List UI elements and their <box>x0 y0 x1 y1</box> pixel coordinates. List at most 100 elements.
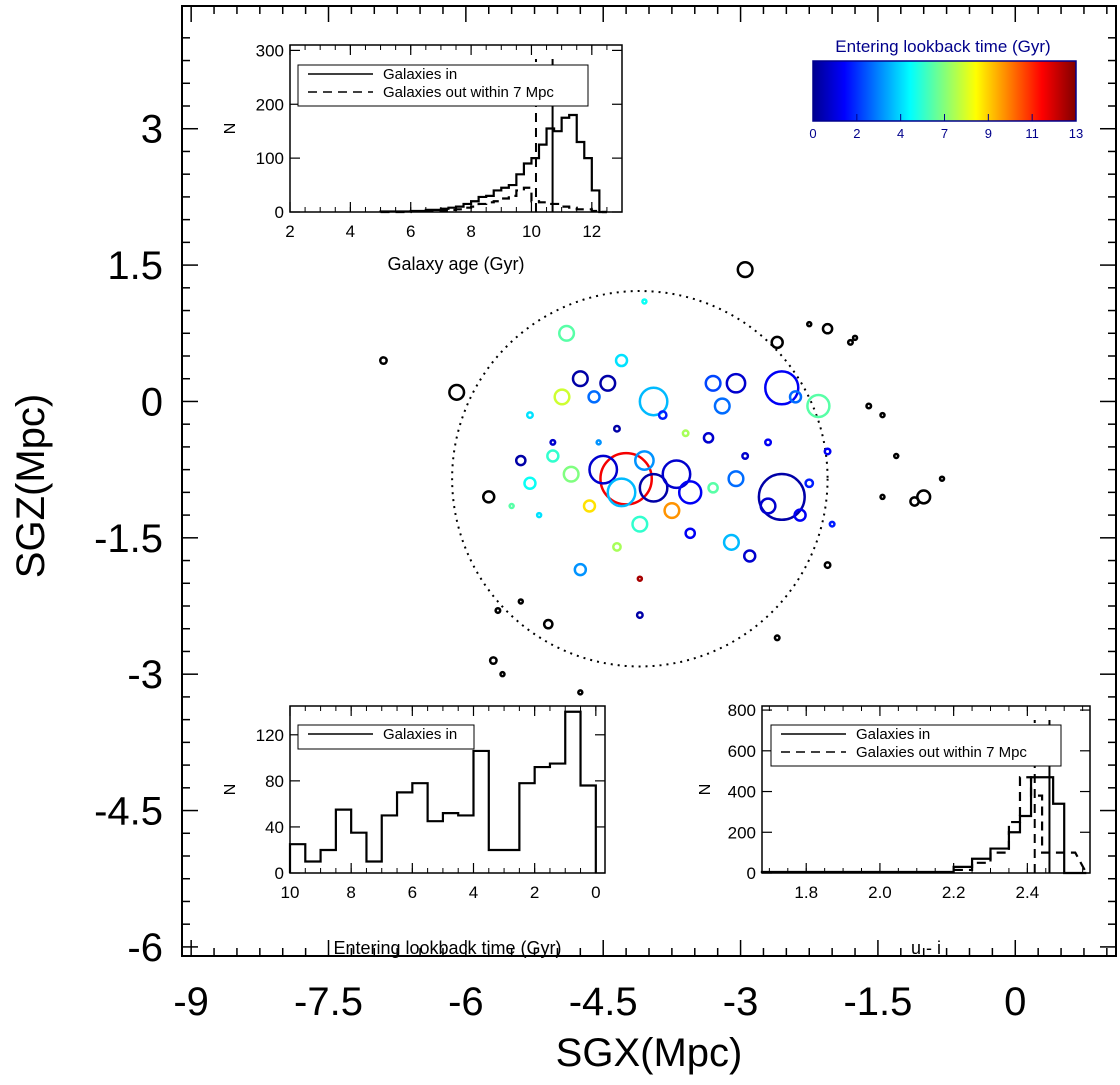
inset-x-tick-label: 2.4 <box>1016 883 1040 902</box>
inset-x-tick-label: 2 <box>530 883 539 902</box>
galaxy-marker <box>851 334 859 342</box>
colorbar: Entering lookback time (Gyr) 0 2 4 7 9 11 13 <box>809 37 1083 141</box>
galaxy-marker <box>582 499 597 513</box>
main-y-axis-label: SGZ(Mpc) <box>9 394 53 578</box>
inset-y-tick-label: 80 <box>265 772 284 791</box>
galaxy-marker <box>681 429 690 438</box>
galaxy-marker <box>494 607 502 615</box>
galaxy-marker <box>823 561 832 570</box>
galaxy-marker <box>573 562 588 577</box>
inset-x-tick-label: 2.0 <box>868 883 892 902</box>
galaxy-marker <box>595 439 602 446</box>
galaxy-marker <box>773 634 781 642</box>
galaxy-marker <box>741 452 750 460</box>
x-tick-label: 0 <box>1004 980 1026 1024</box>
inset-x-tick-label: 1.8 <box>794 883 818 902</box>
galaxy-marker <box>661 459 692 490</box>
main-x-tick-labels: -9 -7.5 -6 -4.5 -3 -1.5 0 <box>173 980 1026 1024</box>
x-tick-label: -7.5 <box>294 980 363 1024</box>
y-tick-label: -1.5 <box>94 517 163 561</box>
inset-x-tick-label: 4 <box>469 883 478 902</box>
inset-x-tick-label: 12 <box>582 222 601 241</box>
galaxy-marker <box>793 508 807 522</box>
galaxy-marker <box>657 410 668 421</box>
galaxy-marker <box>517 598 525 605</box>
inset-legend-label: Galaxies in <box>856 726 930 743</box>
inset-legend-label: Galaxies in <box>383 66 457 83</box>
galaxy-marker <box>588 454 619 485</box>
galaxy-marker <box>634 450 655 471</box>
galaxy-marker <box>508 502 515 510</box>
y-tick-label: -4.5 <box>94 790 163 834</box>
galaxy-marker <box>448 383 466 401</box>
main-tick-marks <box>182 6 1116 956</box>
inset-x-axis-label: u - i <box>911 938 941 958</box>
inset-legend-label: Galaxies out within 7 Mpc <box>383 84 554 101</box>
galaxy-marker <box>641 298 648 305</box>
galaxy-marker <box>759 497 777 515</box>
galaxy-marker <box>707 481 719 494</box>
y-tick-label: 0 <box>141 380 163 424</box>
galaxy-marker <box>828 520 836 528</box>
colorbar-tick-label: 2 <box>853 126 860 141</box>
colorbar-tick-label: 13 <box>1069 126 1083 141</box>
galaxy-marker <box>663 501 681 520</box>
inset-x-axis-label: Entering lookback time (Gyr) <box>333 938 561 958</box>
x-tick-label: -1.5 <box>843 980 912 1024</box>
colorbar-ticks: 0 2 4 7 9 11 13 <box>809 114 1083 141</box>
inset-y-axis-label: N <box>222 123 239 135</box>
inset-y-tick-label: 0 <box>275 203 284 222</box>
galaxy-marker <box>612 541 622 552</box>
inset-y-tick-label: 300 <box>256 41 284 60</box>
galaxy-marker <box>482 490 496 504</box>
x-tick-label: -9 <box>173 980 209 1024</box>
inset-x-tick-label: 10 <box>281 883 300 902</box>
galaxy-marker <box>546 449 560 463</box>
inset-y-axis-label: N <box>697 784 714 796</box>
galaxy-marker <box>542 618 554 630</box>
galaxy-marker <box>713 397 731 415</box>
inset-x-tick-label: 2.2 <box>942 883 966 902</box>
galaxy-marker <box>804 478 815 489</box>
inset-galaxy-age-histogram: 2 4 6 8 10 12 0 100 200 300 Galaxy age (Gyr) N Galax… <box>222 41 623 274</box>
galaxy-marker <box>638 386 669 417</box>
inset-legend-box <box>297 724 475 750</box>
galaxy-marker <box>553 388 571 406</box>
galaxy-marker <box>757 472 806 522</box>
galaxy-marker <box>499 670 506 678</box>
galaxy-marker <box>677 480 703 505</box>
galaxy-marker <box>636 575 644 582</box>
inset-x-tick-label: 8 <box>346 883 355 902</box>
galaxy-marker <box>587 390 601 404</box>
inset-x-tick-label: 6 <box>408 883 417 902</box>
galaxy-marker <box>606 477 637 508</box>
y-tick-label: 1.5 <box>107 244 163 288</box>
inset-x-tick-label: 0 <box>591 883 600 902</box>
inset-color-histogram: 1.8 2.0 2.2 2.4 0 200 400 600 800 u - i N Galaxies … <box>697 701 1091 958</box>
colorbar-tick-label: 0 <box>809 126 816 141</box>
x-tick-label: -4.5 <box>569 980 638 1024</box>
galaxy-marker <box>823 447 832 456</box>
galaxy-marker <box>535 511 543 519</box>
inset-y-tick-label: 400 <box>728 783 756 802</box>
galaxy-marker <box>635 611 644 620</box>
galaxy-marker <box>704 374 722 392</box>
inset-x-tick-label: 8 <box>466 222 475 241</box>
inset-x-tick-label: 6 <box>406 222 415 241</box>
galaxy-marker <box>599 374 617 392</box>
histogram-galaxies-out <box>760 776 1088 874</box>
galaxy-marker <box>879 493 886 501</box>
y-tick-label: -3 <box>127 653 163 697</box>
galaxy-marker <box>879 411 886 419</box>
galaxy-marker <box>909 496 920 507</box>
x-tick-label: -6 <box>448 980 484 1024</box>
galaxy-marker <box>702 431 715 444</box>
galaxy-marker <box>577 689 584 696</box>
histogram-galaxies-in <box>760 776 1087 875</box>
galaxy-markers <box>378 261 946 696</box>
galaxy-marker <box>614 353 629 368</box>
galaxy-marker <box>892 452 900 460</box>
galaxy-marker <box>865 402 873 410</box>
main-scatter-plot: -9 -7.5 -6 -4.5 -3 -1.5 0 3 1.5 0 -1.5 -3 -4.5 -6 SG… <box>9 5 1117 1075</box>
